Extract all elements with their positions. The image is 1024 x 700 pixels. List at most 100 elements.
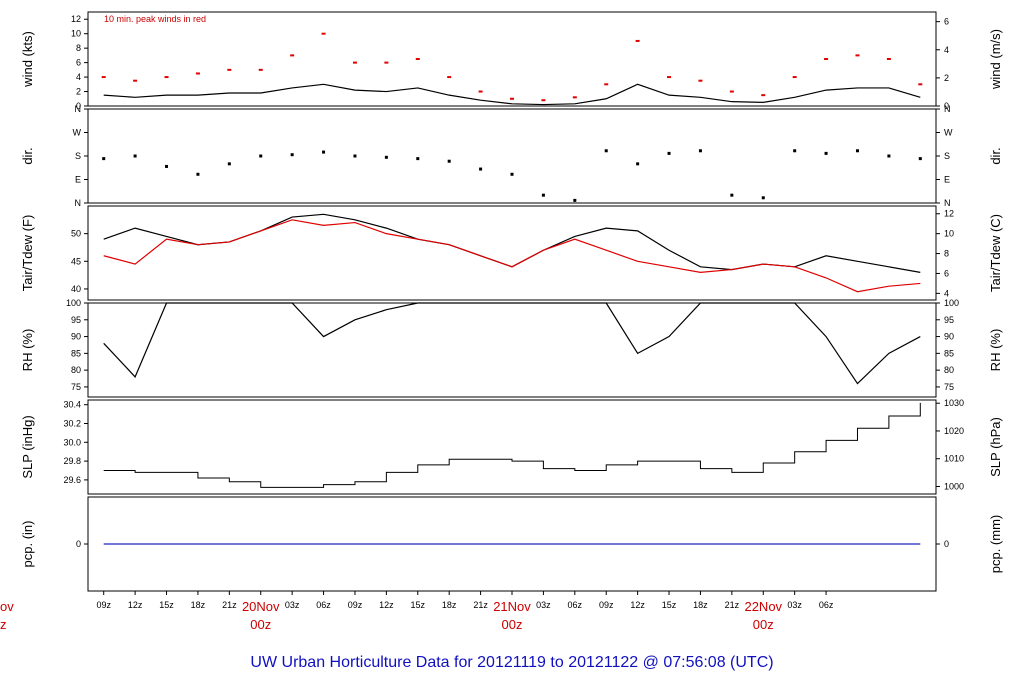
x-tick-label: 18z [191,600,206,610]
panel-rh: RH (%) RH (%) 75 80 85 90 95 100 75 80 85 90 95 100 [20,298,1003,398]
y-tick-label-left: 30.4 [63,400,81,410]
x-day-label: 21Nov [493,599,531,614]
y-tick-label-right: 1020 [944,426,964,436]
y-tick-label-right: 100 [944,298,959,308]
x-day-time-label: 00z [753,617,774,632]
peak-wind-point [792,76,797,79]
y-tick-label-right: 1010 [944,454,964,464]
direction-point [353,154,357,158]
y-tick-label-left: 4 [76,72,81,82]
y-tick-label-right: 80 [944,365,954,375]
y-tick-label-left: 2 [76,87,81,97]
x-day-time-label: 00z [502,617,523,632]
direction-point [761,196,765,200]
peak-wind-point [604,83,609,86]
x-tick-label: 06z [316,600,331,610]
direction-point [384,155,388,159]
x-tick-label: 15z [411,600,426,610]
y-tick-label-right: 4 [944,45,949,55]
x-tick-label: 21z [473,600,488,610]
direction-point [667,151,671,155]
panel-frame [87,11,937,107]
y-axis-label-left: dir. [20,147,35,164]
y-tick-label-left: 29.6 [63,475,81,485]
series-line-rh-0 [103,302,921,385]
y-tick-label-right: 8 [944,249,949,259]
panel-frame [87,302,937,398]
y-tick-label-left: N [75,198,82,208]
direction-point [636,162,640,166]
peak-wind-point [258,68,263,71]
y-tick-label-left: 100 [66,298,81,308]
y-tick-label-right: 1030 [944,398,964,408]
panel-dir: dir. dir. N N E E S S W W N N [20,104,1003,208]
y-axis-label-left: RH (%) [20,329,35,372]
panel-temp: Tair/Tdew (F) Tair/Tdew (C) 40 45 50 4 6 8 10 12 [20,205,1003,301]
direction-point [573,198,577,202]
direction-point [793,149,797,153]
y-tick-label-left: 0 [76,539,81,549]
peak-wind-point [698,79,703,82]
y-tick-label-right: N [944,104,951,114]
series-line-wind-0 [103,83,921,106]
x-tick-label: 03z [536,600,551,610]
x-day-label-fragment: ov [0,599,14,614]
direction-point [698,149,702,153]
peak-wind-point [761,94,766,97]
direction-point [196,172,200,176]
x-tick-label: 12z [630,600,645,610]
series-line-temp-0 [103,213,921,273]
y-tick-label-right: 10 [944,229,954,239]
series-line-temp-1 [103,219,921,293]
y-tick-label-right: 85 [944,348,954,358]
y-tick-label-right: 12 [944,209,954,219]
x-tick-label: 09z [96,600,111,610]
peak-wind-point [447,76,452,79]
y-axis-label-right: SLP (hPa) [988,417,1003,477]
panel-frame [87,205,937,301]
direction-point [479,167,483,171]
y-tick-label-right: S [944,151,950,161]
y-tick-label-left: 50 [71,229,81,239]
peak-wind-point [290,54,295,57]
direction-point [541,193,545,197]
peak-wind-point [918,83,923,86]
y-tick-label-left: 95 [71,315,81,325]
panel-frame [87,108,937,204]
y-tick-label-left: N [75,104,82,114]
y-tick-label-right: 0 [944,101,949,111]
y-axis-label-right: RH (%) [988,329,1003,372]
peak-wind-point [729,90,734,93]
y-tick-label-left: S [75,151,81,161]
y-tick-label-right: 6 [944,268,949,278]
y-tick-label-right: 75 [944,382,954,392]
y-axis-label-right: dir. [988,147,1003,164]
peak-wind-point [321,32,326,35]
y-tick-label-left: 12 [71,14,81,24]
x-tick-label: 09z [599,600,614,610]
x-tick-label: 18z [693,600,708,610]
x-day-label: 22Nov [744,599,782,614]
y-tick-label-left: 30.2 [63,419,81,429]
y-tick-label-right: W [944,128,953,138]
y-tick-label-left: 75 [71,382,81,392]
peak-wind-point [572,96,577,99]
direction-point [227,162,231,166]
peak-wind-point [101,76,106,79]
peak-wind-point [667,76,672,79]
y-tick-label-left: 29.8 [63,456,81,466]
x-day-label: 20Nov [242,599,280,614]
y-tick-label-left: 85 [71,348,81,358]
y-axis-label-right: Tair/Tdew (C) [988,214,1003,292]
x-tick-label: 15z [662,600,677,610]
y-tick-label-left: 6 [76,58,81,68]
direction-point [447,159,451,163]
direction-point [165,164,169,168]
y-tick-label-left: 45 [71,256,81,266]
peak-wind-point [510,97,514,100]
x-tick-label: 09z [348,600,363,610]
y-tick-label-right: 6 [944,17,949,27]
direction-point [510,172,514,176]
direction-point [322,150,326,154]
